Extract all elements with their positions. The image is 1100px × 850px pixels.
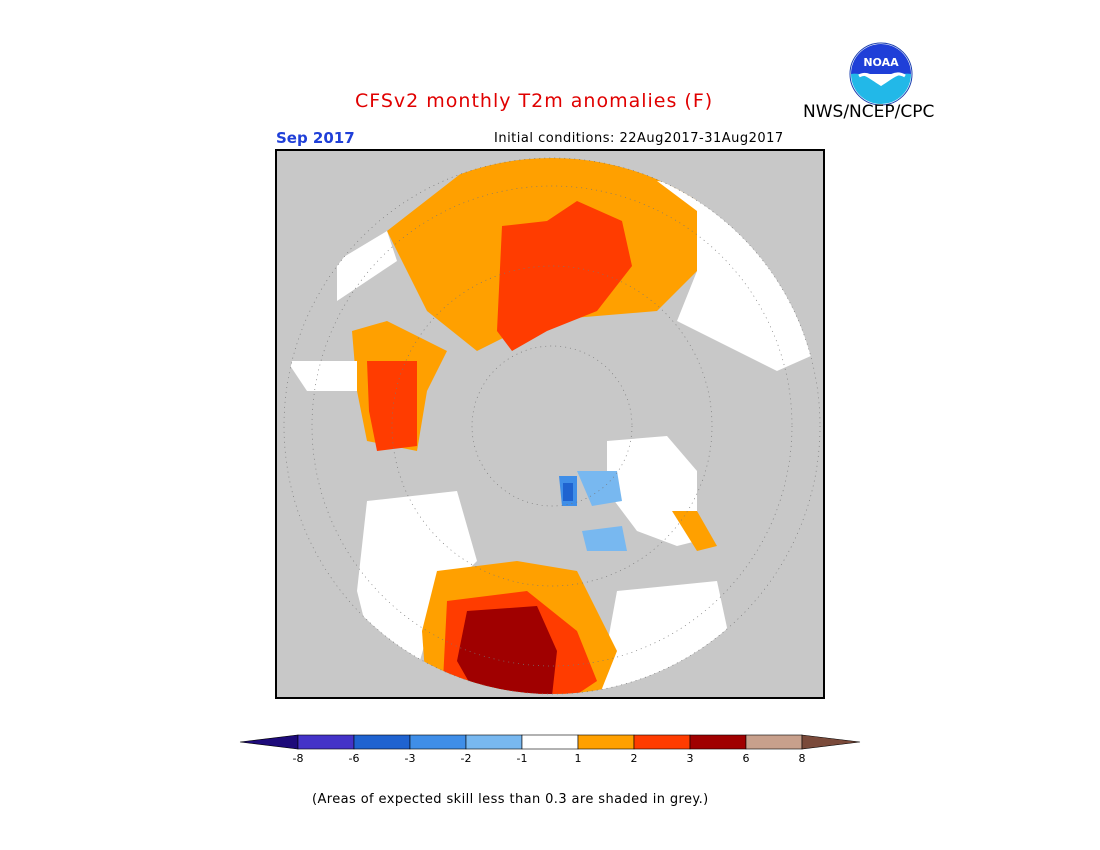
legend-swatch-minus3-minus2: [409, 734, 467, 750]
chart-title: CFSv2 monthly T2m anomalies (F): [355, 90, 714, 112]
legend-swatch-3-6: [689, 734, 747, 750]
legend-swatch-lt-minus8: [239, 734, 299, 750]
legend-tick-label: -6: [348, 752, 360, 765]
legend-tick-label: 3: [686, 752, 694, 765]
agency-label: NWS/NCEP/CPC: [803, 102, 935, 122]
legend-swatch-minus2-minus1: [465, 734, 523, 750]
color-legend: [239, 734, 861, 750]
negative-anomaly-arctic-islands: [582, 526, 627, 551]
anomaly-region-greenland-orange: [672, 511, 717, 551]
legend-tick-label: -3: [404, 752, 416, 765]
forecast-month: Sep 2017: [276, 129, 355, 147]
legend-swatch-2-3: [633, 734, 691, 750]
legend-tick-label: 1: [574, 752, 582, 765]
legend-tick-label: -1: [516, 752, 528, 765]
neutral-region-north-america: [357, 491, 477, 671]
map-canvas: [277, 151, 823, 697]
legend-tick-label: -8: [292, 752, 304, 765]
legend-tick-label: 6: [742, 752, 750, 765]
neutral-region-west: [287, 361, 357, 391]
anomaly-region-eurasia-red: [497, 201, 632, 351]
polar-anomaly-map: [275, 149, 825, 699]
neutral-region-nw: [337, 231, 397, 301]
legend-swatch-minus6-minus3: [353, 734, 411, 750]
anomaly-region-na-darkred: [457, 606, 557, 694]
legend-swatch-minus1-1: [521, 734, 579, 750]
negative-anomaly-blue-light: [577, 471, 622, 506]
noaa-logo: NOAA: [849, 42, 913, 106]
legend-swatch-gt-8: [801, 734, 861, 750]
legend-swatch-minus8-minus6: [297, 734, 355, 750]
negative-anomaly-blue-deep: [563, 483, 573, 501]
legend-tick-label: 8: [798, 752, 806, 765]
skill-footnote: (Areas of expected skill less than 0.3 a…: [312, 792, 709, 807]
legend-swatch-1-2: [577, 734, 635, 750]
legend-tick-label: -2: [460, 752, 472, 765]
legend-swatch-6-8: [745, 734, 803, 750]
initial-conditions: Initial conditions: 22Aug2017-31Aug2017: [494, 131, 784, 146]
svg-text:NOAA: NOAA: [863, 56, 899, 69]
legend-tick-label: 2: [630, 752, 638, 765]
anomaly-region-west-red: [367, 361, 417, 451]
neutral-region-greenland: [607, 436, 697, 546]
